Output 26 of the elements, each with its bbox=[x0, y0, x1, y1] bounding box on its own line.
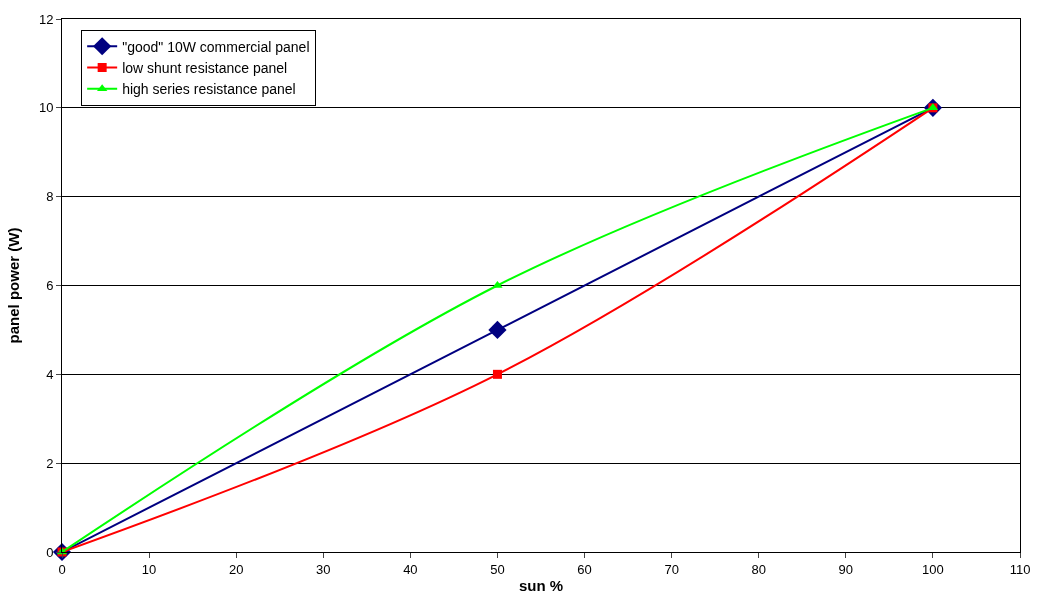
x-tick-label: 90 bbox=[838, 561, 854, 577]
point bbox=[488, 320, 507, 340]
x-tick-label: 40 bbox=[403, 561, 418, 577]
y-tick-label: 12 bbox=[38, 11, 54, 27]
x-tick-label: 110 bbox=[1009, 561, 1031, 577]
y-tick-label: 10 bbox=[38, 100, 54, 116]
x-tick-label: 20 bbox=[228, 561, 244, 577]
y-tick-label: 0 bbox=[46, 544, 54, 560]
y-tick-label: 8 bbox=[46, 189, 54, 205]
legend-label: high series resistance panel bbox=[122, 81, 296, 98]
x-tick-label: 0 bbox=[58, 561, 66, 577]
y-tick-label: 6 bbox=[46, 278, 54, 294]
legend-label: "good" 10W commercial panel bbox=[122, 38, 310, 55]
x-axis-title: sun % bbox=[518, 576, 564, 594]
x-tick-label: 50 bbox=[490, 561, 505, 577]
y-tick-label: 4 bbox=[46, 366, 54, 382]
legend-label: low shunt resistance panel bbox=[122, 59, 288, 76]
x-tick-label: 80 bbox=[751, 561, 766, 577]
y-tick-label: 2 bbox=[46, 455, 54, 471]
x-tick-label: 100 bbox=[922, 561, 944, 577]
y-axis-title: panel power (W) bbox=[5, 227, 23, 344]
x-tick-label: 70 bbox=[664, 561, 679, 577]
x-tick-label: 30 bbox=[316, 561, 331, 577]
x-tick-label: 10 bbox=[141, 561, 157, 577]
point bbox=[492, 369, 502, 379]
x-tick-label: 60 bbox=[577, 561, 592, 577]
